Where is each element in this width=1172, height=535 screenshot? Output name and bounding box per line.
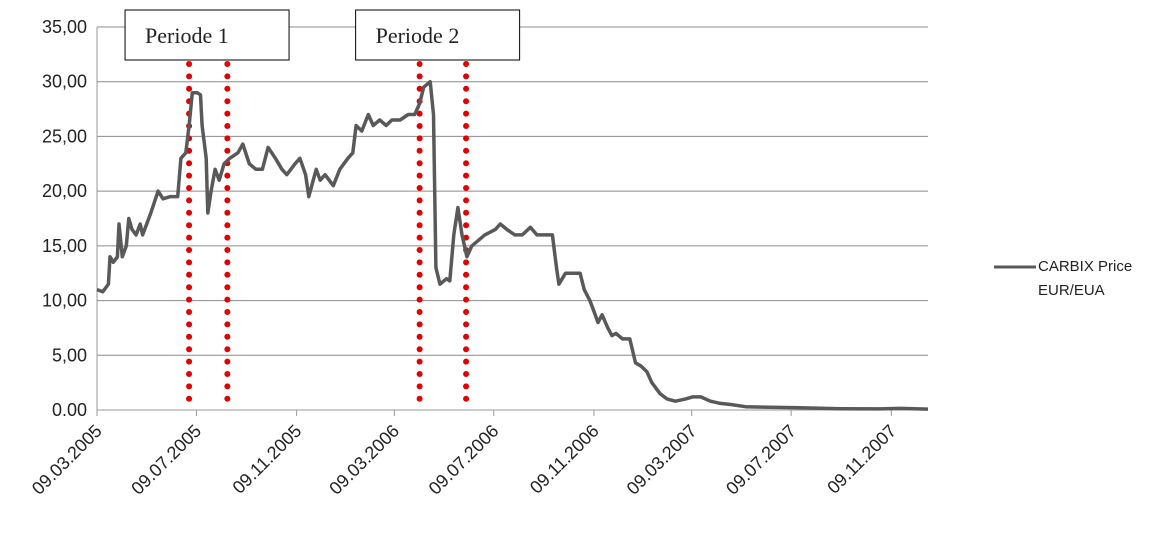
x-tick-label: 09.11.2005	[229, 421, 306, 498]
x-tick-label: 09.11.2006	[526, 421, 603, 498]
x-tick-label: 09.03.2005	[28, 421, 106, 499]
annotation-label: Periode 1	[145, 23, 229, 48]
series-line	[96, 79, 929, 411]
legend-label: CARBIX Price EUR/EUA	[1038, 258, 1133, 299]
x-tick-label: 09.07.2006	[425, 421, 503, 499]
x-tick-label: 09.11.2007	[823, 421, 900, 498]
annotation-label: Periode 2	[376, 23, 460, 48]
y-tick-label: 25,00	[42, 126, 87, 146]
y-tick-label: 35,00	[42, 17, 87, 37]
y-tick-label: 20,00	[42, 181, 87, 201]
x-tick-label: 09.07.2007	[722, 421, 800, 499]
y-tick-label: 30,00	[42, 72, 87, 92]
x-tick-label: 09.03.2007	[623, 421, 701, 499]
y-tick-label: 10,00	[42, 291, 87, 311]
y-tick-label: 0.00	[52, 400, 87, 420]
annotation-box	[355, 9, 521, 61]
x-tick-label: 09.07.2005	[127, 421, 205, 499]
y-tick-label: 5,00	[52, 345, 87, 365]
x-tick-label: 09.03.2006	[325, 421, 403, 499]
legend: CARBIX Price EUR/EUA	[994, 255, 1168, 303]
y-tick-label: 15,00	[42, 236, 87, 256]
annotation-box	[124, 9, 290, 61]
legend-swatch	[994, 265, 1036, 269]
